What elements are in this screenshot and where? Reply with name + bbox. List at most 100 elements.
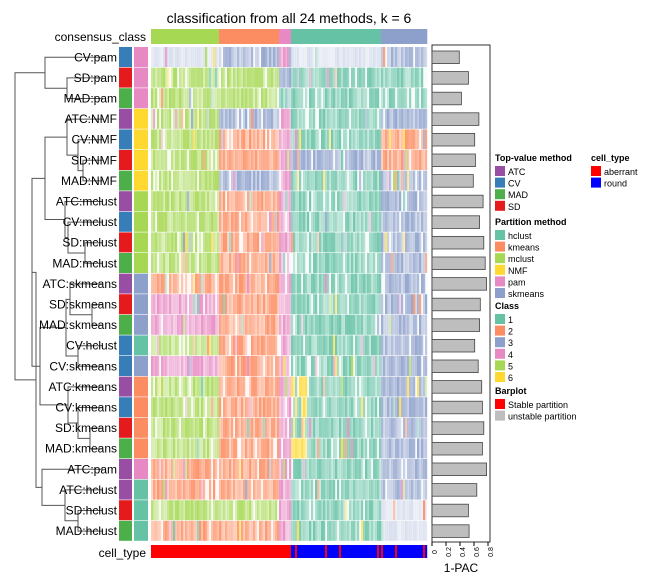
heatmap-cell xyxy=(227,150,230,170)
heatmap-cell xyxy=(417,150,420,170)
heatmap-cell xyxy=(339,356,342,376)
heatmap-cell xyxy=(337,273,340,294)
partition-method-cell xyxy=(134,191,148,212)
heatmap-cell xyxy=(425,273,428,294)
heatmap-cell xyxy=(231,520,234,541)
heatmap-cell xyxy=(393,211,396,232)
heatmap-cell xyxy=(313,335,316,356)
heatmap-cell xyxy=(193,459,196,479)
heatmap-cell xyxy=(189,314,192,335)
heatmap-cell xyxy=(375,479,378,500)
heatmap-cell xyxy=(419,376,422,397)
heatmap-cell xyxy=(191,150,194,170)
heatmap-cell xyxy=(217,335,220,356)
heatmap-cell xyxy=(255,294,258,315)
heatmap-cell xyxy=(293,191,296,212)
heatmap-cell xyxy=(303,88,306,109)
cell-type-cell xyxy=(367,545,370,558)
heatmap-cell xyxy=(363,211,366,232)
row-label: CV:hclust xyxy=(66,339,118,353)
heatmap-cell xyxy=(391,47,394,67)
heatmap-cell xyxy=(373,253,376,273)
heatmap-cell xyxy=(205,417,208,438)
heatmap-cell xyxy=(223,294,226,315)
heatmap-cell xyxy=(247,129,250,150)
heatmap-cell xyxy=(265,108,268,129)
heatmap-cell xyxy=(339,253,342,273)
heatmap-cell xyxy=(357,273,360,294)
heatmap-cell xyxy=(169,273,172,294)
heatmap-cell xyxy=(239,397,242,418)
heatmap-cell xyxy=(163,191,166,212)
heatmap-cell xyxy=(181,67,184,88)
heatmap-cell xyxy=(285,356,288,376)
heatmap-cell xyxy=(289,253,292,273)
heatmap-cell xyxy=(361,376,364,397)
heatmap-cell xyxy=(195,108,198,129)
heatmap-cell xyxy=(323,417,326,438)
cell-type-cell xyxy=(387,545,390,558)
heatmap-cell xyxy=(277,191,280,212)
heatmap-cell xyxy=(201,232,204,253)
heatmap-cell xyxy=(155,232,158,253)
cell-type-cell xyxy=(361,545,364,558)
heatmap-cell xyxy=(321,479,324,500)
legend-swatch xyxy=(495,276,505,287)
heatmap-cell xyxy=(159,500,162,521)
heatmap-cell xyxy=(195,438,198,459)
heatmap-cell xyxy=(265,314,268,335)
heatmap-cell xyxy=(301,88,304,109)
heatmap-cell xyxy=(421,170,424,191)
heatmap-cell xyxy=(285,500,288,521)
heatmap-cell xyxy=(181,438,184,459)
heatmap-cell xyxy=(205,500,208,521)
heatmap-cell xyxy=(257,417,260,438)
heatmap-cell xyxy=(331,211,334,232)
cell-type-cell xyxy=(253,545,256,558)
heatmap-cell xyxy=(367,294,370,315)
heatmap-cell xyxy=(235,520,238,541)
heatmap-cell xyxy=(247,500,250,521)
heatmap-cell xyxy=(277,150,280,170)
heatmap-cell xyxy=(153,170,156,191)
heatmap-cell xyxy=(349,314,352,335)
row-label: SD:mclust xyxy=(62,236,117,250)
heatmap-cell xyxy=(373,170,376,191)
heatmap-cell xyxy=(253,294,256,315)
heatmap-cell xyxy=(243,150,246,170)
heatmap-cell xyxy=(323,520,326,541)
heatmap-cell xyxy=(241,129,244,150)
heatmap-cell xyxy=(353,150,356,170)
cell-type-cell xyxy=(409,545,412,558)
heatmap-cell xyxy=(295,211,298,232)
heatmap-cell xyxy=(335,376,338,397)
heatmap-cell xyxy=(203,335,206,356)
partition-method-cell xyxy=(134,47,148,67)
heatmap-cell xyxy=(281,335,284,356)
heatmap-cell xyxy=(205,479,208,500)
heatmap-cell xyxy=(255,47,258,67)
heatmap-cell xyxy=(425,88,428,109)
heatmap-cell xyxy=(311,335,314,356)
heatmap-cell xyxy=(293,170,296,191)
heatmap-cell xyxy=(281,438,284,459)
cell-type-cell xyxy=(289,545,292,558)
heatmap-cell xyxy=(297,150,300,170)
heatmap-cell xyxy=(183,253,186,273)
heatmap-cell xyxy=(423,438,426,459)
heatmap-cell xyxy=(327,356,330,376)
partition-method-cell xyxy=(134,479,148,500)
heatmap-cell xyxy=(301,294,304,315)
heatmap-cell xyxy=(275,356,278,376)
heatmap-cell xyxy=(375,356,378,376)
heatmap-cell xyxy=(175,335,178,356)
partition-method-cell xyxy=(134,376,148,397)
heatmap-cell xyxy=(291,108,294,129)
row-label: MAD:mclust xyxy=(52,256,117,270)
heatmap-cell xyxy=(267,397,270,418)
pac-bar xyxy=(431,338,476,353)
heatmap-cell xyxy=(301,314,304,335)
heatmap-cell xyxy=(291,397,294,418)
heatmap-cell xyxy=(377,88,380,109)
heatmap-cell xyxy=(237,88,240,109)
